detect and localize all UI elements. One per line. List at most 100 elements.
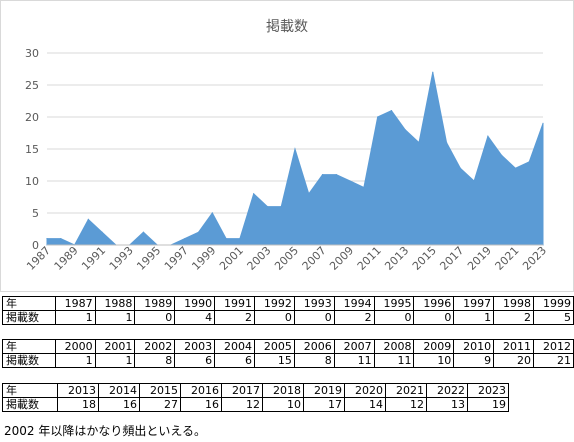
year-cell: 2009 (413, 339, 455, 354)
data-point (459, 167, 461, 169)
data-point (253, 193, 255, 195)
count-cell: 16 (180, 397, 222, 412)
count-cell: 5 (533, 310, 574, 325)
year-cell: 2000 (54, 339, 96, 354)
count-cell: 13 (426, 397, 468, 412)
year-cell: 2012 (533, 339, 574, 354)
x-tick-label: 2017 (437, 244, 466, 273)
count-cell: 16 (98, 397, 140, 412)
area-chart: 掲載数 0 5 10 15 20 25 30 1987198919911993199519971… (24, 19, 549, 273)
y-tick-label: 5 (32, 207, 39, 220)
year-cell: 2017 (221, 383, 263, 398)
count-cell: 0 (134, 310, 176, 325)
year-cell: 2003 (174, 339, 216, 354)
x-tick-label: 1997 (162, 244, 191, 273)
year-row: 年 2013 2014 2015 2016 2017 2018 2019 2020 2021 202… (2, 383, 509, 398)
year-cell: 2006 (293, 339, 335, 354)
count-cell: 2 (214, 310, 256, 325)
year-cell: 1989 (134, 296, 176, 311)
year-row: 年 2000 2001 2002 2003 2004 2005 2006 2007 2008 200… (2, 339, 574, 354)
count-cell: 17 (303, 397, 345, 412)
x-tick-label: 2011 (355, 244, 384, 273)
data-table-block-2: 年 2000 2001 2002 2003 2004 2005 2006 2007 2008 200… (2, 339, 574, 368)
y-tick-label: 20 (25, 111, 39, 124)
count-cell: 4 (174, 310, 216, 325)
y-tick-label: 25 (25, 79, 39, 92)
count-row: 掲載数 18 16 27 16 12 10 17 14 12 13 19 (2, 397, 509, 412)
data-point (211, 212, 213, 214)
count-header-cell: 掲載数 (2, 353, 56, 368)
count-cell: 12 (221, 397, 263, 412)
year-cell: 2020 (344, 383, 386, 398)
data-point (377, 116, 379, 118)
count-cell: 19 (467, 397, 509, 412)
year-cell: 1997 (453, 296, 495, 311)
count-cell: 1 (94, 353, 136, 368)
count-cell: 9 (453, 353, 495, 368)
x-tick-label: 1999 (189, 244, 218, 273)
count-cell: 6 (174, 353, 216, 368)
count-cell: 2 (493, 310, 535, 325)
year-header-cell: 年 (2, 296, 56, 311)
count-cell: 0 (373, 310, 415, 325)
y-tick-label: 0 (32, 239, 39, 252)
year-cell: 1998 (493, 296, 535, 311)
year-cell: 1991 (214, 296, 256, 311)
x-tick-label: 2005 (272, 244, 301, 273)
x-tick-label: 2007 (300, 244, 329, 273)
count-cell: 11 (373, 353, 415, 368)
count-cell: 1 (94, 310, 136, 325)
year-cell: 1996 (413, 296, 455, 311)
count-cell: 18 (57, 397, 99, 412)
count-cell: 27 (139, 397, 181, 412)
data-point (184, 238, 186, 240)
x-tick-label: 2001 (217, 244, 246, 273)
x-tick-label: 1991 (79, 244, 108, 273)
year-cell: 1995 (373, 296, 415, 311)
chart-area: 掲載数 0 5 10 15 20 25 30 1987 1989 1991 1993 1995 1997 1… (0, 0, 574, 292)
count-cell: 10 (413, 353, 455, 368)
count-cell: 6 (214, 353, 256, 368)
y-tick-label: 15 (25, 143, 39, 156)
data-point (349, 180, 351, 182)
x-tick-label: 2013 (382, 244, 411, 273)
data-point (87, 218, 89, 220)
year-cell: 1987 (54, 296, 96, 311)
data-table-block-3: 年 2013 2014 2015 2016 2017 2018 2019 2020 2021 202… (2, 383, 509, 412)
year-cell: 2015 (139, 383, 181, 398)
x-tick-label: 2023 (520, 244, 549, 273)
count-cell: 1 (54, 310, 96, 325)
count-row: 掲載数 1 1 0 4 2 0 0 2 0 0 1 2 5 (2, 310, 574, 325)
y-tick-label: 30 (25, 47, 39, 60)
count-cell: 0 (293, 310, 335, 325)
year-cell: 2004 (214, 339, 256, 354)
year-cell: 2014 (98, 383, 140, 398)
year-cell: 1994 (333, 296, 375, 311)
x-tick-label: 1993 (107, 244, 136, 273)
data-point (390, 110, 393, 112)
count-cell: 10 (262, 397, 304, 412)
count-cell: 2 (333, 310, 375, 325)
data-point (473, 180, 475, 182)
year-cell: 1992 (254, 296, 295, 311)
data-point (239, 238, 241, 240)
x-tick-label: 2021 (493, 244, 522, 273)
year-cell: 1990 (174, 296, 216, 311)
data-point (142, 231, 145, 233)
data-point (363, 186, 365, 188)
data-point (432, 71, 434, 73)
note-text: 2002 年以降はかなり頻出といえる。 (4, 424, 206, 438)
data-point (445, 142, 448, 144)
data-point (46, 238, 48, 240)
data-point (542, 122, 544, 124)
data-point (514, 167, 517, 169)
year-cell: 2016 (180, 383, 222, 398)
count-cell: 1 (54, 353, 96, 368)
data-point (308, 193, 310, 195)
year-cell: 2011 (493, 339, 535, 354)
count-cell: 0 (413, 310, 455, 325)
data-table-block-1: 年 1987 1988 1989 1990 1991 1992 1993 1994 1995 199… (2, 296, 574, 325)
chart-title: 掲載数 (266, 19, 308, 35)
data-point (101, 231, 103, 233)
year-cell: 2005 (254, 339, 295, 354)
